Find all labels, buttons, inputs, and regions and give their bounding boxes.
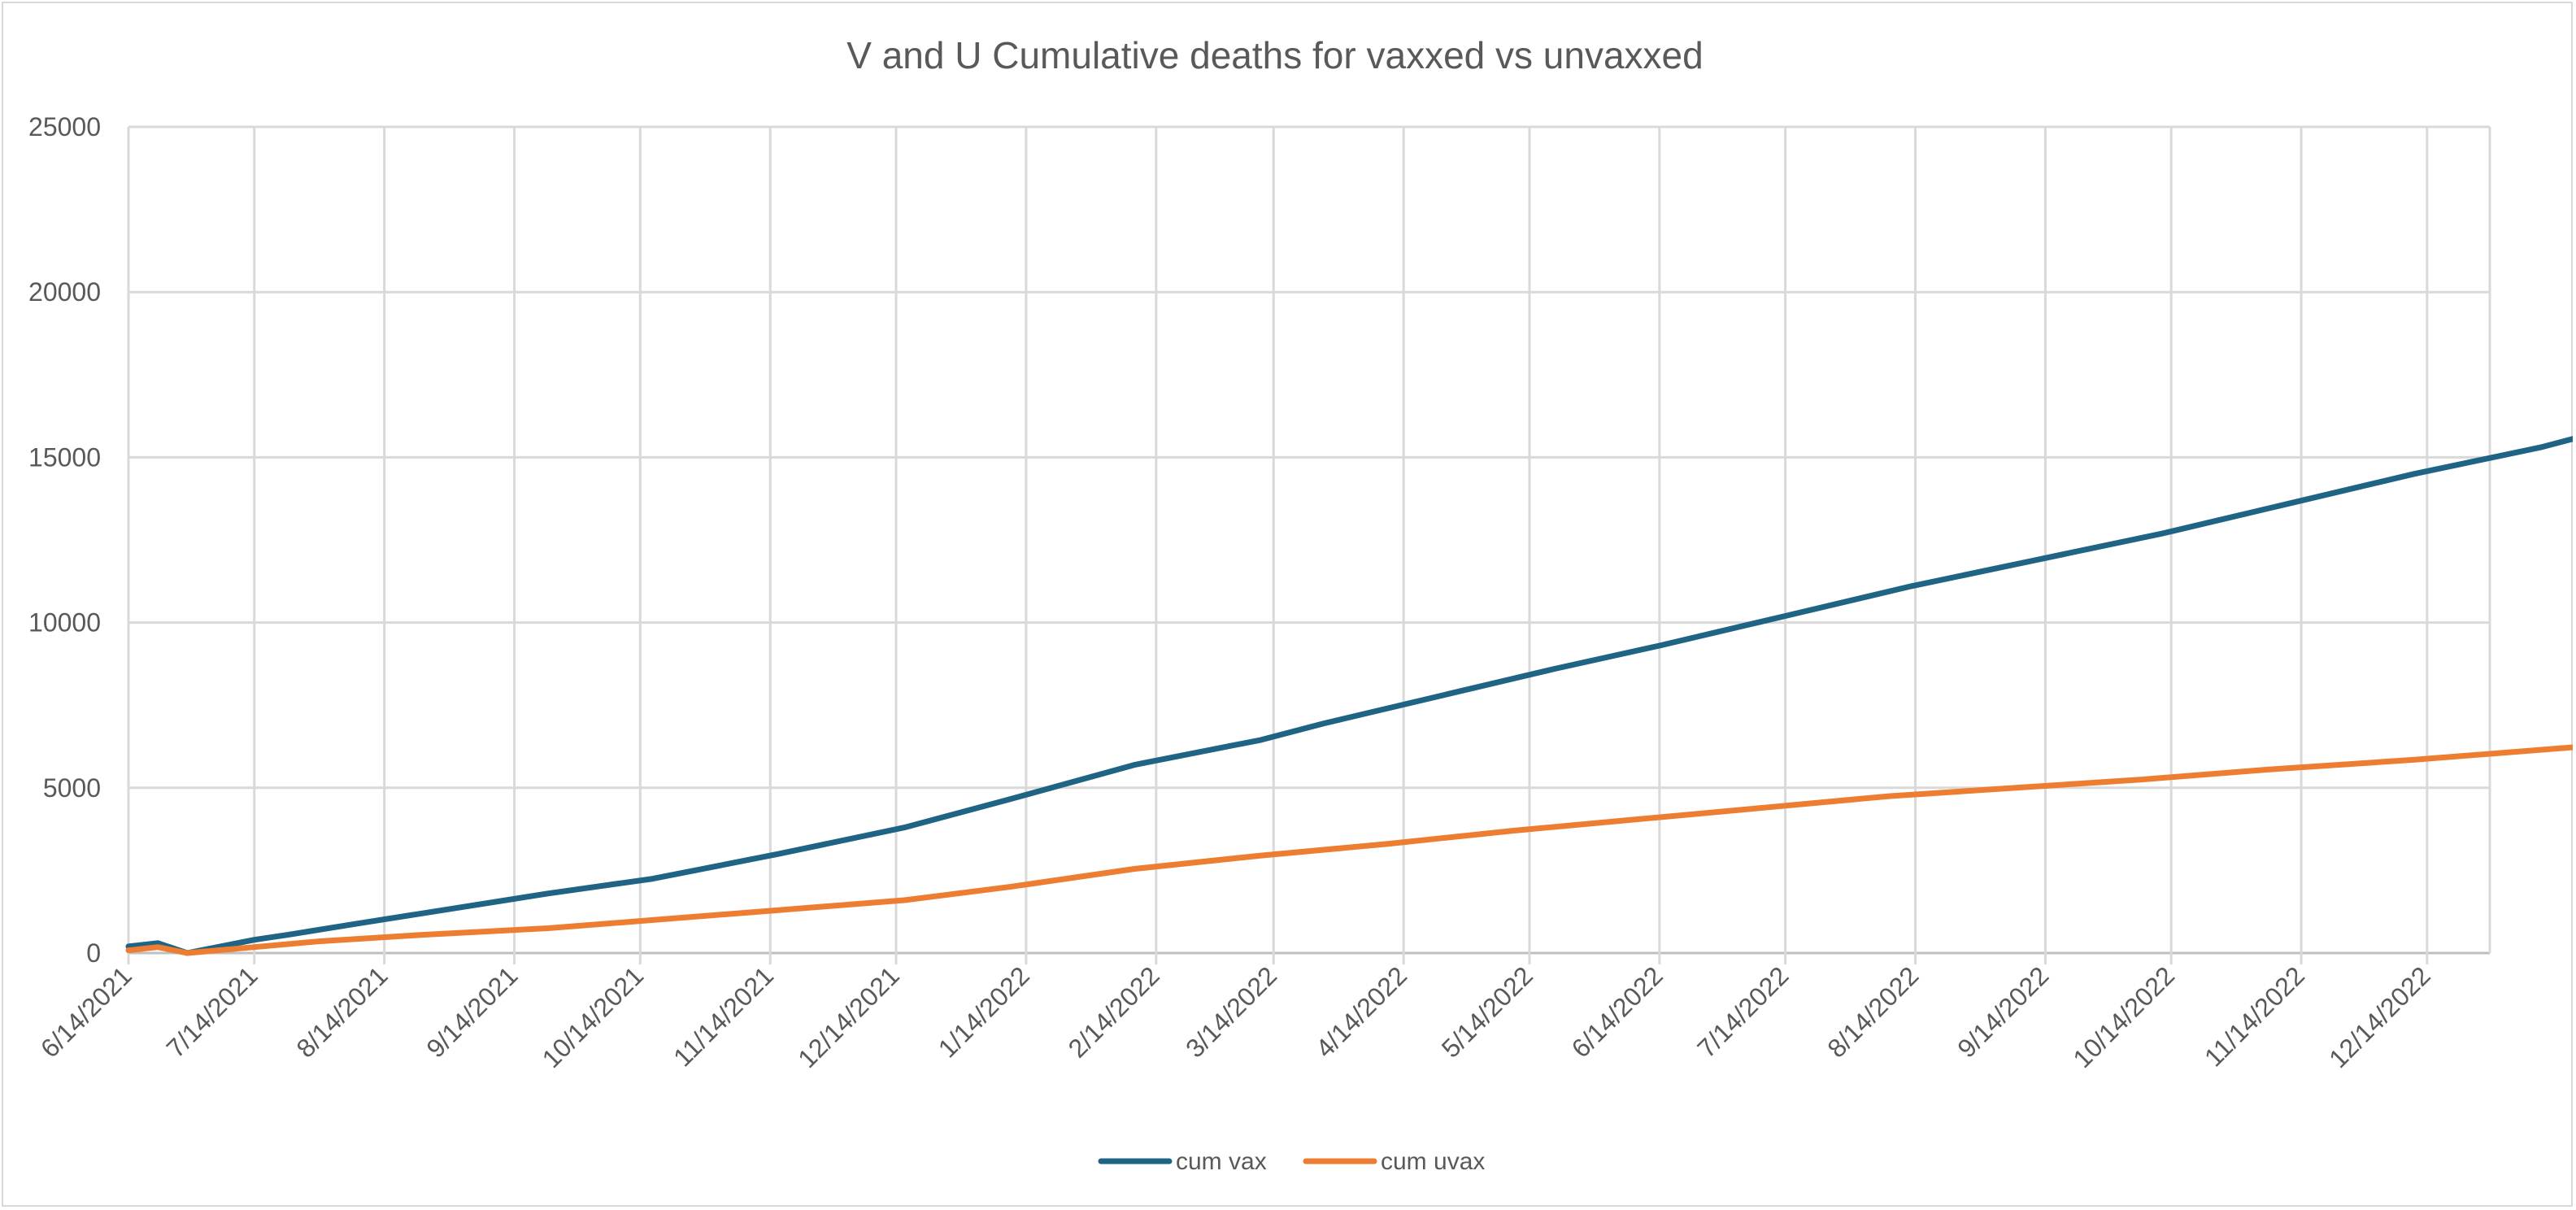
- x-tick-label: 12/14/2022: [2323, 960, 2436, 1073]
- x-tick-label: 7/14/2021: [161, 960, 263, 1063]
- x-tick-label: 6/14/2021: [35, 960, 137, 1063]
- line-chart: V and U Cumulative deaths for vaxxed vs …: [28, 34, 2573, 1175]
- y-tick-label: 5000: [43, 773, 101, 803]
- x-tick-label: 8/14/2021: [290, 960, 393, 1063]
- x-tick-label: 8/14/2022: [1821, 960, 1924, 1063]
- x-tick-label: 10/14/2022: [2067, 960, 2180, 1073]
- x-tick-label: 11/14/2021: [668, 960, 779, 1072]
- x-tick-label: 12/14/2021: [792, 960, 905, 1073]
- grid-layer: [127, 125, 2491, 964]
- series-layer: [125, 436, 2573, 956]
- series-line-cum-uvax: [125, 744, 2573, 956]
- x-tick-label: 2/14/2022: [1063, 960, 1165, 1063]
- x-tick-label: 4/14/2022: [1310, 960, 1412, 1063]
- x-tick-label: 7/14/2022: [1691, 960, 1794, 1063]
- y-tick-label: 25000: [28, 112, 101, 141]
- x-tick-label: 6/14/2022: [1566, 960, 1669, 1063]
- x-tick-label: 11/14/2022: [2199, 960, 2310, 1072]
- legend-label-cum-vax: cum vax: [1176, 1148, 1267, 1175]
- y-tick-label: 15000: [28, 442, 101, 472]
- legend-label-cum-uvax: cum uvax: [1381, 1148, 1485, 1175]
- x-tick-label: 3/14/2022: [1180, 960, 1282, 1063]
- chart-title: V and U Cumulative deaths for vaxxed vs …: [846, 34, 1703, 76]
- x-tick-label: 1/14/2022: [933, 960, 1035, 1063]
- series-line-cum-vax: [125, 436, 2573, 956]
- x-tick-label: 9/14/2022: [1952, 960, 2054, 1063]
- x-tick-label: 5/14/2022: [1436, 960, 1538, 1063]
- x-tick-label: 9/14/2021: [420, 960, 523, 1063]
- legend: cum vax cum uvax: [1098, 1148, 1485, 1175]
- x-tick-label: 10/14/2021: [537, 960, 650, 1073]
- y-tick-label: 20000: [28, 277, 101, 307]
- y-tick-label: 0: [86, 938, 101, 968]
- y-tick-label: 10000: [28, 608, 101, 638]
